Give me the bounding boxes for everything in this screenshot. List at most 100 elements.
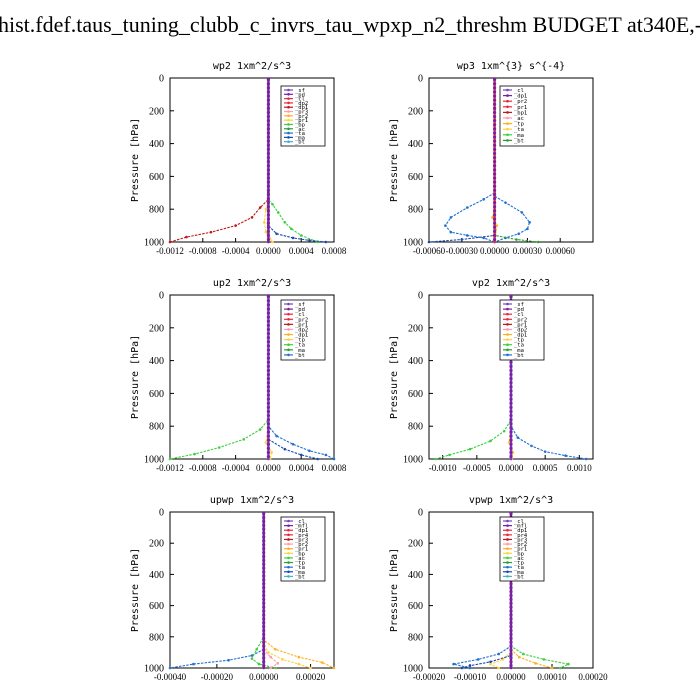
data-point	[266, 86, 270, 90]
data-point	[250, 654, 254, 657]
legend-marker	[287, 88, 290, 92]
data-point	[493, 176, 497, 180]
data-point	[266, 82, 270, 86]
legend-label: _bt	[514, 138, 524, 144]
legend-marker	[287, 118, 290, 122]
data-point	[262, 519, 266, 523]
x-tick-label: -0.00030	[446, 246, 479, 256]
legend-label: _bt	[295, 353, 305, 359]
legend-label: _pr2	[295, 114, 308, 120]
data-point	[476, 658, 480, 661]
data-point	[493, 139, 497, 143]
legend-label: _dp1	[295, 528, 308, 534]
legend-label: _ma	[514, 133, 524, 139]
data-point	[493, 151, 497, 156]
data-point	[308, 239, 311, 242]
data-point	[266, 385, 270, 389]
data-point	[509, 368, 513, 373]
data-point	[493, 237, 497, 242]
data-point	[266, 409, 270, 414]
data-point	[266, 123, 270, 127]
y-tick-label: 1000	[144, 455, 164, 466]
data-point	[493, 86, 497, 90]
y-tick-label: 800	[408, 422, 423, 433]
data-point	[509, 648, 513, 652]
data-point	[493, 102, 497, 106]
data-point	[266, 389, 270, 393]
data-point	[266, 160, 270, 164]
data-point	[526, 227, 529, 231]
data-point	[493, 209, 497, 213]
legend-marker	[506, 565, 509, 569]
series-line	[169, 295, 269, 460]
y-tick-label: 200	[149, 539, 164, 550]
data-point	[489, 439, 492, 443]
data-point	[168, 666, 172, 670]
data-point	[262, 621, 266, 625]
panel-title: up2 1xm^2/s^3	[213, 278, 291, 289]
x-tick-label: -0.0012	[156, 246, 184, 256]
legend-label: _pr2	[295, 317, 308, 323]
data-point	[262, 644, 266, 648]
data-point	[266, 413, 270, 418]
data-point	[262, 625, 266, 629]
data-point	[266, 180, 270, 184]
data-point	[266, 381, 270, 385]
data-point	[266, 196, 270, 201]
legend-label: _pr3	[295, 537, 308, 543]
data-point	[266, 131, 270, 135]
data-point	[509, 632, 513, 637]
data-point	[266, 209, 270, 213]
legend-marker	[506, 139, 509, 142]
data-point	[534, 662, 537, 665]
x-tick-label: -0.00040	[154, 672, 187, 682]
data-point	[266, 352, 270, 356]
data-point	[262, 531, 266, 535]
data-point	[266, 213, 270, 217]
data-point	[502, 429, 506, 433]
legend-marker	[506, 343, 509, 347]
y-tick-label: 600	[149, 172, 164, 183]
data-point	[266, 176, 270, 180]
data-point	[482, 198, 485, 201]
data-point	[493, 78, 497, 82]
legend-marker	[506, 575, 509, 578]
legend-label: _cl	[295, 519, 305, 525]
data-point	[185, 235, 188, 239]
legend-marker	[506, 353, 509, 357]
data-point	[262, 640, 266, 644]
data-point	[266, 217, 270, 221]
data-point	[493, 233, 497, 238]
data-point	[493, 217, 497, 221]
legend-marker	[287, 127, 290, 131]
data-point	[266, 397, 270, 401]
data-point	[266, 434, 270, 438]
data-point	[509, 640, 513, 644]
data-point	[266, 348, 270, 352]
data-point	[493, 168, 497, 172]
legend-label: _tp	[514, 561, 524, 567]
x-tick-label: -0.0012	[156, 463, 184, 473]
legend-label: _cl	[514, 88, 524, 94]
x-tick-label: -0.0005	[463, 463, 491, 473]
data-point	[509, 605, 513, 609]
legend-marker	[287, 556, 290, 560]
data-point	[509, 644, 513, 648]
legend-label: _bt	[514, 353, 524, 359]
legend-label: _pr4	[514, 533, 528, 539]
x-tick-label: 0.0010	[567, 463, 592, 473]
data-point	[509, 613, 513, 617]
data-point	[493, 164, 497, 168]
data-point	[448, 453, 451, 457]
data-point	[509, 389, 513, 393]
data-point	[324, 240, 328, 244]
legend: _sf_pd_cl_pr2_pr1_dp2_dp1_tp_ta_ma_bt	[280, 299, 326, 361]
legend-marker	[287, 323, 290, 326]
data-point	[262, 543, 266, 547]
data-point	[497, 652, 501, 656]
data-point	[493, 172, 497, 176]
legend-label: _pr1	[295, 118, 308, 124]
y-tick-label: 200	[408, 323, 423, 334]
data-point	[266, 119, 270, 123]
data-point	[266, 151, 270, 156]
